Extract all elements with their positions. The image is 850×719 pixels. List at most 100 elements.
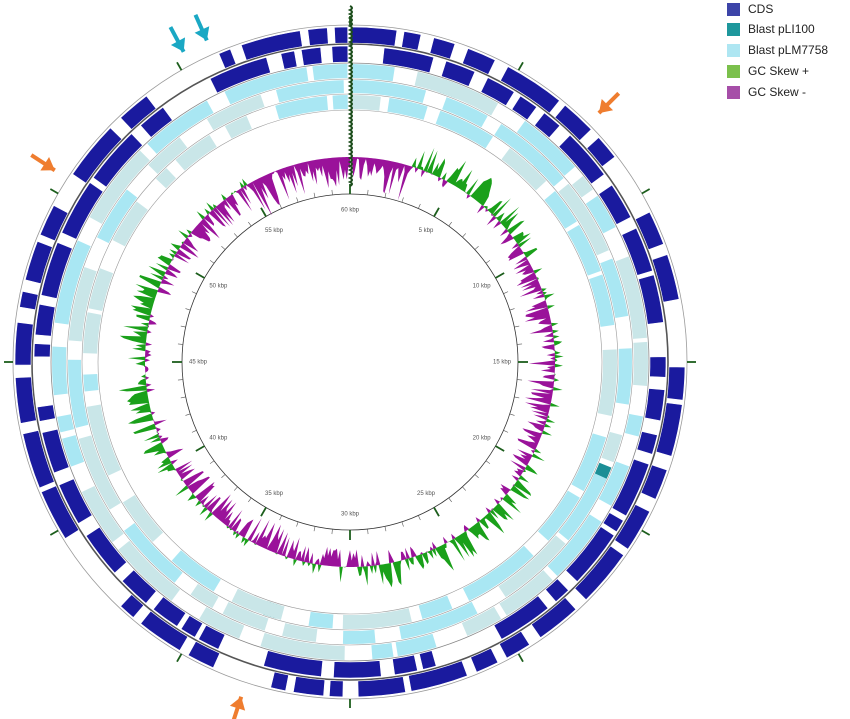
cds-feature bbox=[429, 37, 456, 60]
cds-feature bbox=[530, 597, 577, 638]
ruler-label: 50 kbp bbox=[209, 284, 228, 290]
blast-plm7758-hit bbox=[86, 404, 122, 476]
blast-plm7758-hit bbox=[147, 100, 214, 154]
blast-plm7758-hit bbox=[352, 80, 427, 103]
outer-tick bbox=[176, 61, 183, 71]
blast-plm7758-hit bbox=[78, 435, 121, 510]
blast-plm7758-hit bbox=[516, 120, 576, 176]
cds-feature bbox=[554, 104, 592, 142]
legend-label-blast-plm7758: Blast pLM7758 bbox=[748, 43, 829, 57]
ruler-tick bbox=[331, 189, 333, 195]
blast-plm7758-hit bbox=[615, 256, 648, 339]
kbp-tick-labels: 60 kbp 5 kbp 10 kbp 15 kbp 20 kbp 25 kbp 30 kb… bbox=[189, 208, 512, 518]
blast-plm7758-hit bbox=[544, 191, 577, 229]
cds-feature bbox=[15, 376, 37, 424]
ruler-tick bbox=[185, 413, 191, 416]
outer-tick bbox=[641, 529, 651, 536]
blast-plm7758-hit bbox=[148, 137, 188, 174]
ruler-tick bbox=[296, 197, 299, 203]
blast-plm7758-hit bbox=[124, 522, 183, 583]
ruler-label: 60 kbp bbox=[341, 208, 360, 214]
blast-plm7758-hit bbox=[501, 148, 547, 191]
guide-circle bbox=[31, 43, 669, 681]
cds-feature bbox=[270, 671, 289, 692]
ruler-tick bbox=[260, 207, 267, 217]
blast-plm7758-hit bbox=[499, 570, 553, 616]
ruler-tick bbox=[248, 221, 252, 227]
outer-tick bbox=[49, 529, 59, 536]
cds-feature bbox=[614, 504, 651, 550]
cyan-arrow-head bbox=[194, 26, 210, 41]
blast-plm7758-hit bbox=[199, 606, 245, 639]
cds-feature bbox=[649, 356, 667, 378]
blast-plm7758-hit bbox=[498, 535, 566, 598]
cds-feature bbox=[493, 595, 549, 640]
gc-skew-plus bbox=[118, 147, 564, 588]
blast-plm7758-track bbox=[51, 64, 648, 660]
cds-feature bbox=[120, 95, 157, 130]
cds-feature bbox=[651, 254, 680, 303]
orange-arrow-head bbox=[229, 696, 246, 711]
blast-plm7758-hit bbox=[399, 601, 478, 640]
legend-label-gc-skew-plus: GC Skew + bbox=[748, 64, 810, 78]
ruler-tick bbox=[401, 197, 404, 203]
cds-feature bbox=[34, 303, 56, 337]
ruler-tick bbox=[384, 192, 387, 198]
cds-feature bbox=[19, 290, 39, 311]
cds-feature bbox=[300, 47, 323, 66]
cds-feature bbox=[240, 30, 303, 61]
cds-feature bbox=[333, 660, 382, 679]
ruler-tick bbox=[485, 260, 491, 264]
blast-plm7758-hit bbox=[589, 274, 615, 327]
blast-plm7758-hit bbox=[62, 435, 85, 467]
ruler-tick bbox=[234, 486, 238, 491]
cds-feature bbox=[498, 630, 531, 659]
orange-arrow-head bbox=[40, 157, 55, 171]
blast-plm7758-hit bbox=[282, 623, 318, 642]
cds-feature bbox=[334, 26, 349, 44]
blast-plm7758-hit bbox=[275, 80, 344, 103]
cds-feature bbox=[462, 48, 496, 75]
cds-feature bbox=[565, 526, 615, 583]
cds-feature bbox=[382, 47, 435, 74]
cds-feature bbox=[85, 526, 128, 574]
legend-swatch-gc-skew-minus bbox=[727, 85, 740, 99]
blast-plm7758-hit bbox=[571, 433, 607, 492]
cds-feature bbox=[666, 366, 686, 401]
ruler-label: 25 kbp bbox=[417, 491, 436, 497]
ruler-tick bbox=[185, 308, 191, 311]
blast-plm7758-hit bbox=[558, 473, 607, 541]
cds-feature bbox=[545, 578, 569, 603]
ruler-tick bbox=[331, 529, 333, 535]
guide-circle bbox=[181, 193, 519, 531]
cds-feature bbox=[40, 485, 80, 539]
blast-plm7758-hit bbox=[342, 608, 412, 629]
blast-plm7758-hit bbox=[571, 176, 593, 198]
ruler-tick bbox=[495, 445, 505, 452]
blast-plm7758-hit bbox=[260, 632, 345, 660]
origin-line bbox=[347, 5, 353, 187]
cds-feature bbox=[408, 660, 468, 692]
ruler-tick bbox=[503, 430, 509, 433]
blast-plm7758-hit bbox=[342, 629, 376, 644]
blast-plm7758-hit bbox=[558, 183, 609, 256]
cds-feature bbox=[33, 343, 51, 358]
ruler-label: 20 kbp bbox=[473, 436, 492, 442]
cds-feature bbox=[198, 624, 226, 650]
legend-label-blast-pli100: Blast pLI100 bbox=[748, 22, 815, 36]
cds-feature bbox=[263, 650, 324, 678]
ruler-tick bbox=[191, 430, 197, 433]
blast-plm7758-hit bbox=[224, 115, 252, 139]
ruler-tick bbox=[433, 207, 440, 217]
ruler-tick bbox=[485, 460, 491, 464]
ruler-tick bbox=[248, 497, 252, 503]
ruler-tick bbox=[180, 325, 186, 328]
cds-feature bbox=[292, 676, 326, 697]
cds-feature bbox=[534, 112, 561, 139]
legend-label-gc-skew-minus: GC Skew - bbox=[748, 85, 807, 99]
ruler-tick bbox=[418, 515, 421, 521]
ruler-tick bbox=[221, 474, 226, 478]
cds-feature bbox=[22, 430, 55, 489]
cds-feature bbox=[140, 106, 173, 138]
